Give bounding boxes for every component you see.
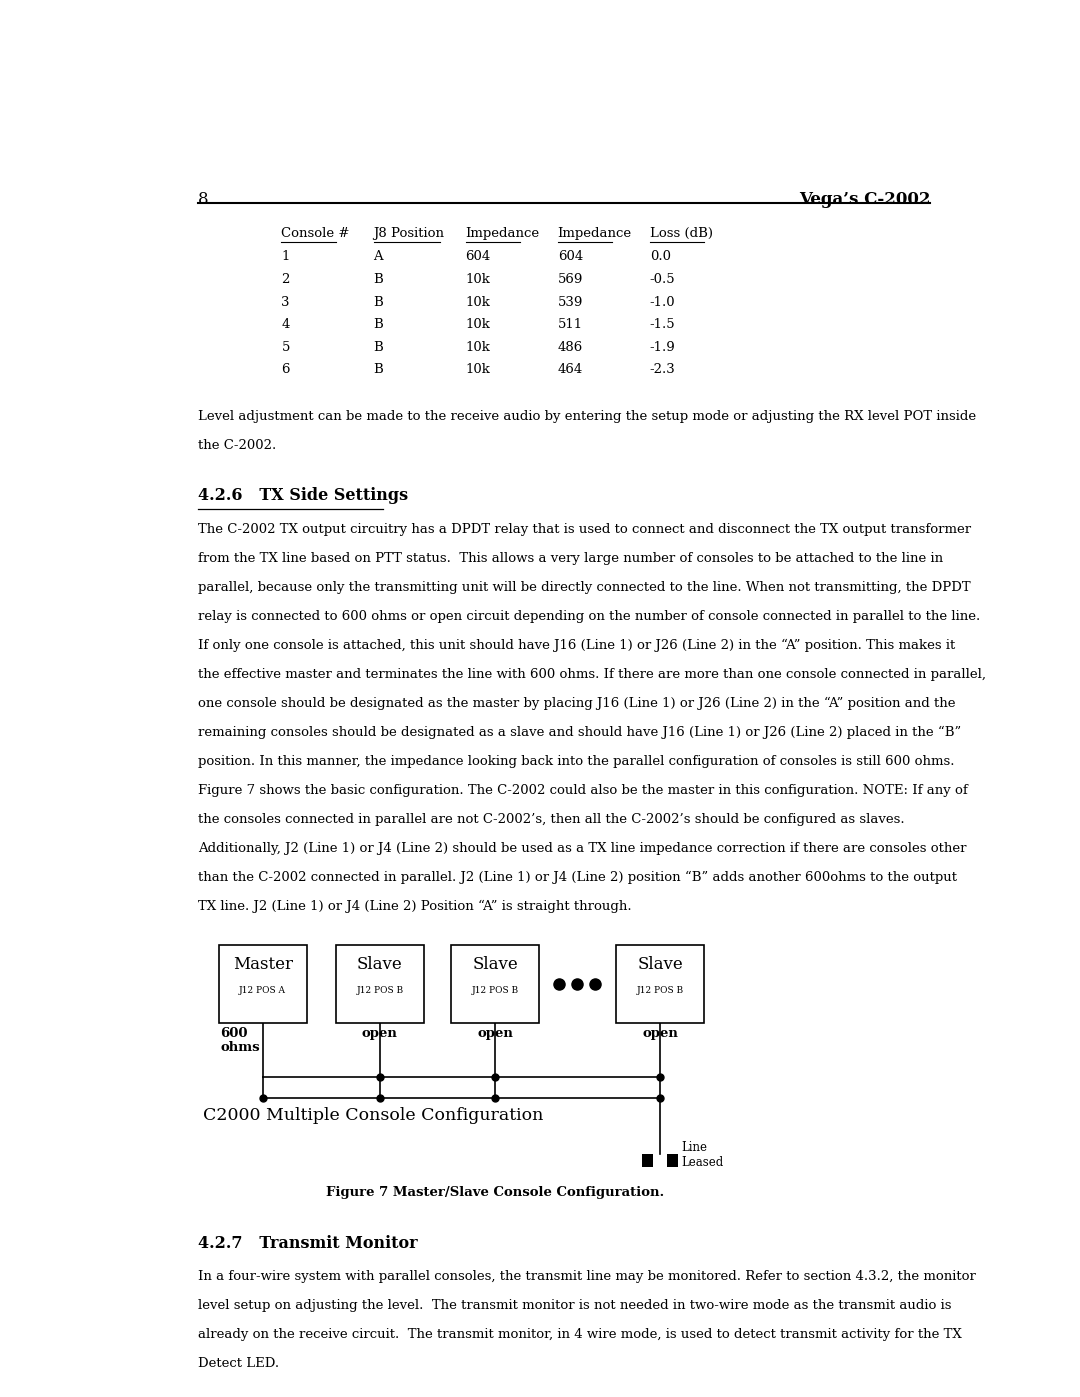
Text: 600: 600 xyxy=(220,1027,248,1041)
Text: 0.0: 0.0 xyxy=(650,250,671,264)
Text: level setup on adjusting the level.  The transmit monitor is not needed in two-w: level setup on adjusting the level. The … xyxy=(198,1299,951,1312)
Text: one console should be designated as the master by placing J16 (Line 1) or J26 (L: one console should be designated as the … xyxy=(198,697,956,710)
Text: 10k: 10k xyxy=(465,272,490,286)
Text: position. In this manner, the impedance looking back into the parallel configura: position. In this manner, the impedance … xyxy=(198,754,955,768)
Text: 464: 464 xyxy=(557,363,583,376)
Text: Figure 7 Master/Slave Console Configuration.: Figure 7 Master/Slave Console Configurat… xyxy=(326,1186,664,1199)
Text: Line: Line xyxy=(681,1141,707,1154)
Text: Impedance: Impedance xyxy=(557,226,632,240)
Text: 569: 569 xyxy=(557,272,583,286)
Text: J8 Position: J8 Position xyxy=(374,226,445,240)
Text: 1: 1 xyxy=(282,250,289,264)
Text: Slave: Slave xyxy=(472,956,518,974)
Text: 10k: 10k xyxy=(465,319,490,331)
Text: 10k: 10k xyxy=(465,296,490,309)
Text: 4: 4 xyxy=(282,319,289,331)
Text: Leased: Leased xyxy=(681,1157,724,1169)
FancyBboxPatch shape xyxy=(218,946,307,1023)
Text: already on the receive circuit.  The transmit monitor, in 4 wire mode, is used t: already on the receive circuit. The tran… xyxy=(198,1329,961,1341)
Text: relay is connected to 600 ohms or open circuit depending on the number of consol: relay is connected to 600 ohms or open c… xyxy=(198,609,980,623)
Text: Slave: Slave xyxy=(637,956,683,974)
Text: Figure 7 shows the basic configuration. The C-2002 could also be the master in t: Figure 7 shows the basic configuration. … xyxy=(198,784,968,798)
Text: from the TX line based on PTT status.  This allows a very large number of consol: from the TX line based on PTT status. Th… xyxy=(198,552,943,564)
FancyBboxPatch shape xyxy=(617,946,704,1023)
Text: 604: 604 xyxy=(465,250,491,264)
Text: Additionally, J2 (Line 1) or J4 (Line 2) should be used as a TX line impedance c: Additionally, J2 (Line 1) or J4 (Line 2)… xyxy=(198,842,967,855)
Text: Level adjustment can be made to the receive audio by entering the setup mode or : Level adjustment can be made to the rece… xyxy=(198,409,976,423)
Text: If only one console is attached, this unit should have J16 (Line 1) or J26 (Line: If only one console is attached, this un… xyxy=(198,638,955,652)
Text: 2: 2 xyxy=(282,272,289,286)
Text: 10k: 10k xyxy=(465,341,490,353)
FancyBboxPatch shape xyxy=(336,946,423,1023)
Text: C2000 Multiple Console Configuration: C2000 Multiple Console Configuration xyxy=(203,1106,543,1123)
Text: -2.3: -2.3 xyxy=(650,363,675,376)
Text: The C-2002 TX output circuitry has a DPDT relay that is used to connect and disc: The C-2002 TX output circuitry has a DPD… xyxy=(198,522,971,535)
Text: the consoles connected in parallel are not C-2002’s, then all the C-2002’s shoul: the consoles connected in parallel are n… xyxy=(198,813,904,826)
Text: 10k: 10k xyxy=(465,363,490,376)
Text: B: B xyxy=(374,319,383,331)
Text: -1.0: -1.0 xyxy=(650,296,675,309)
Text: J12 POS B: J12 POS B xyxy=(472,986,518,995)
Text: the effective master and terminates the line with 600 ohms. If there are more th: the effective master and terminates the … xyxy=(198,668,986,680)
Text: J12 POS B: J12 POS B xyxy=(636,986,684,995)
Text: J12 POS B: J12 POS B xyxy=(356,986,404,995)
Text: the C-2002.: the C-2002. xyxy=(198,439,276,451)
Text: A: A xyxy=(374,250,383,264)
Text: open: open xyxy=(477,1027,513,1041)
Text: remaining consoles should be designated as a slave and should have J16 (Line 1) : remaining consoles should be designated … xyxy=(198,726,961,739)
Text: parallel, because only the transmitting unit will be directly connected to the l: parallel, because only the transmitting … xyxy=(198,581,971,594)
Text: B: B xyxy=(374,363,383,376)
Text: open: open xyxy=(643,1027,678,1041)
Text: 539: 539 xyxy=(557,296,583,309)
Text: -0.5: -0.5 xyxy=(650,272,675,286)
Text: 4.2.7   Transmit Monitor: 4.2.7 Transmit Monitor xyxy=(198,1235,417,1252)
Text: ohms: ohms xyxy=(220,1041,260,1055)
Text: Console #: Console # xyxy=(282,226,350,240)
Text: 604: 604 xyxy=(557,250,583,264)
Text: Slave: Slave xyxy=(357,956,403,974)
Text: Loss (dB): Loss (dB) xyxy=(650,226,713,240)
Text: than the C-2002 connected in parallel. J2 (Line 1) or J4 (Line 2) position “B” a: than the C-2002 connected in parallel. J… xyxy=(198,872,957,884)
Text: 511: 511 xyxy=(557,319,583,331)
Text: TX line. J2 (Line 1) or J4 (Line 2) Position “A” is straight through.: TX line. J2 (Line 1) or J4 (Line 2) Posi… xyxy=(198,900,632,914)
Text: Impedance: Impedance xyxy=(465,226,540,240)
Text: Detect LED.: Detect LED. xyxy=(198,1358,279,1370)
Text: 4.2.6   TX Side Settings: 4.2.6 TX Side Settings xyxy=(198,488,408,504)
Text: In a four-wire system with parallel consoles, the transmit line may be monitored: In a four-wire system with parallel cons… xyxy=(198,1270,975,1284)
Text: 8: 8 xyxy=(198,191,208,208)
Text: -1.5: -1.5 xyxy=(650,319,675,331)
Text: open: open xyxy=(362,1027,397,1041)
Text: -1.9: -1.9 xyxy=(650,341,675,353)
Text: Vega’s C-2002: Vega’s C-2002 xyxy=(798,191,930,208)
Text: 6: 6 xyxy=(282,363,289,376)
Text: B: B xyxy=(374,341,383,353)
Text: 3: 3 xyxy=(282,296,289,309)
Bar xyxy=(642,1154,652,1166)
Text: Master: Master xyxy=(232,956,293,974)
Text: B: B xyxy=(374,272,383,286)
Text: B: B xyxy=(374,296,383,309)
Bar xyxy=(667,1154,678,1166)
Text: J12 POS A: J12 POS A xyxy=(239,986,286,995)
Text: 5: 5 xyxy=(282,341,289,353)
FancyBboxPatch shape xyxy=(451,946,539,1023)
Text: 486: 486 xyxy=(557,341,583,353)
